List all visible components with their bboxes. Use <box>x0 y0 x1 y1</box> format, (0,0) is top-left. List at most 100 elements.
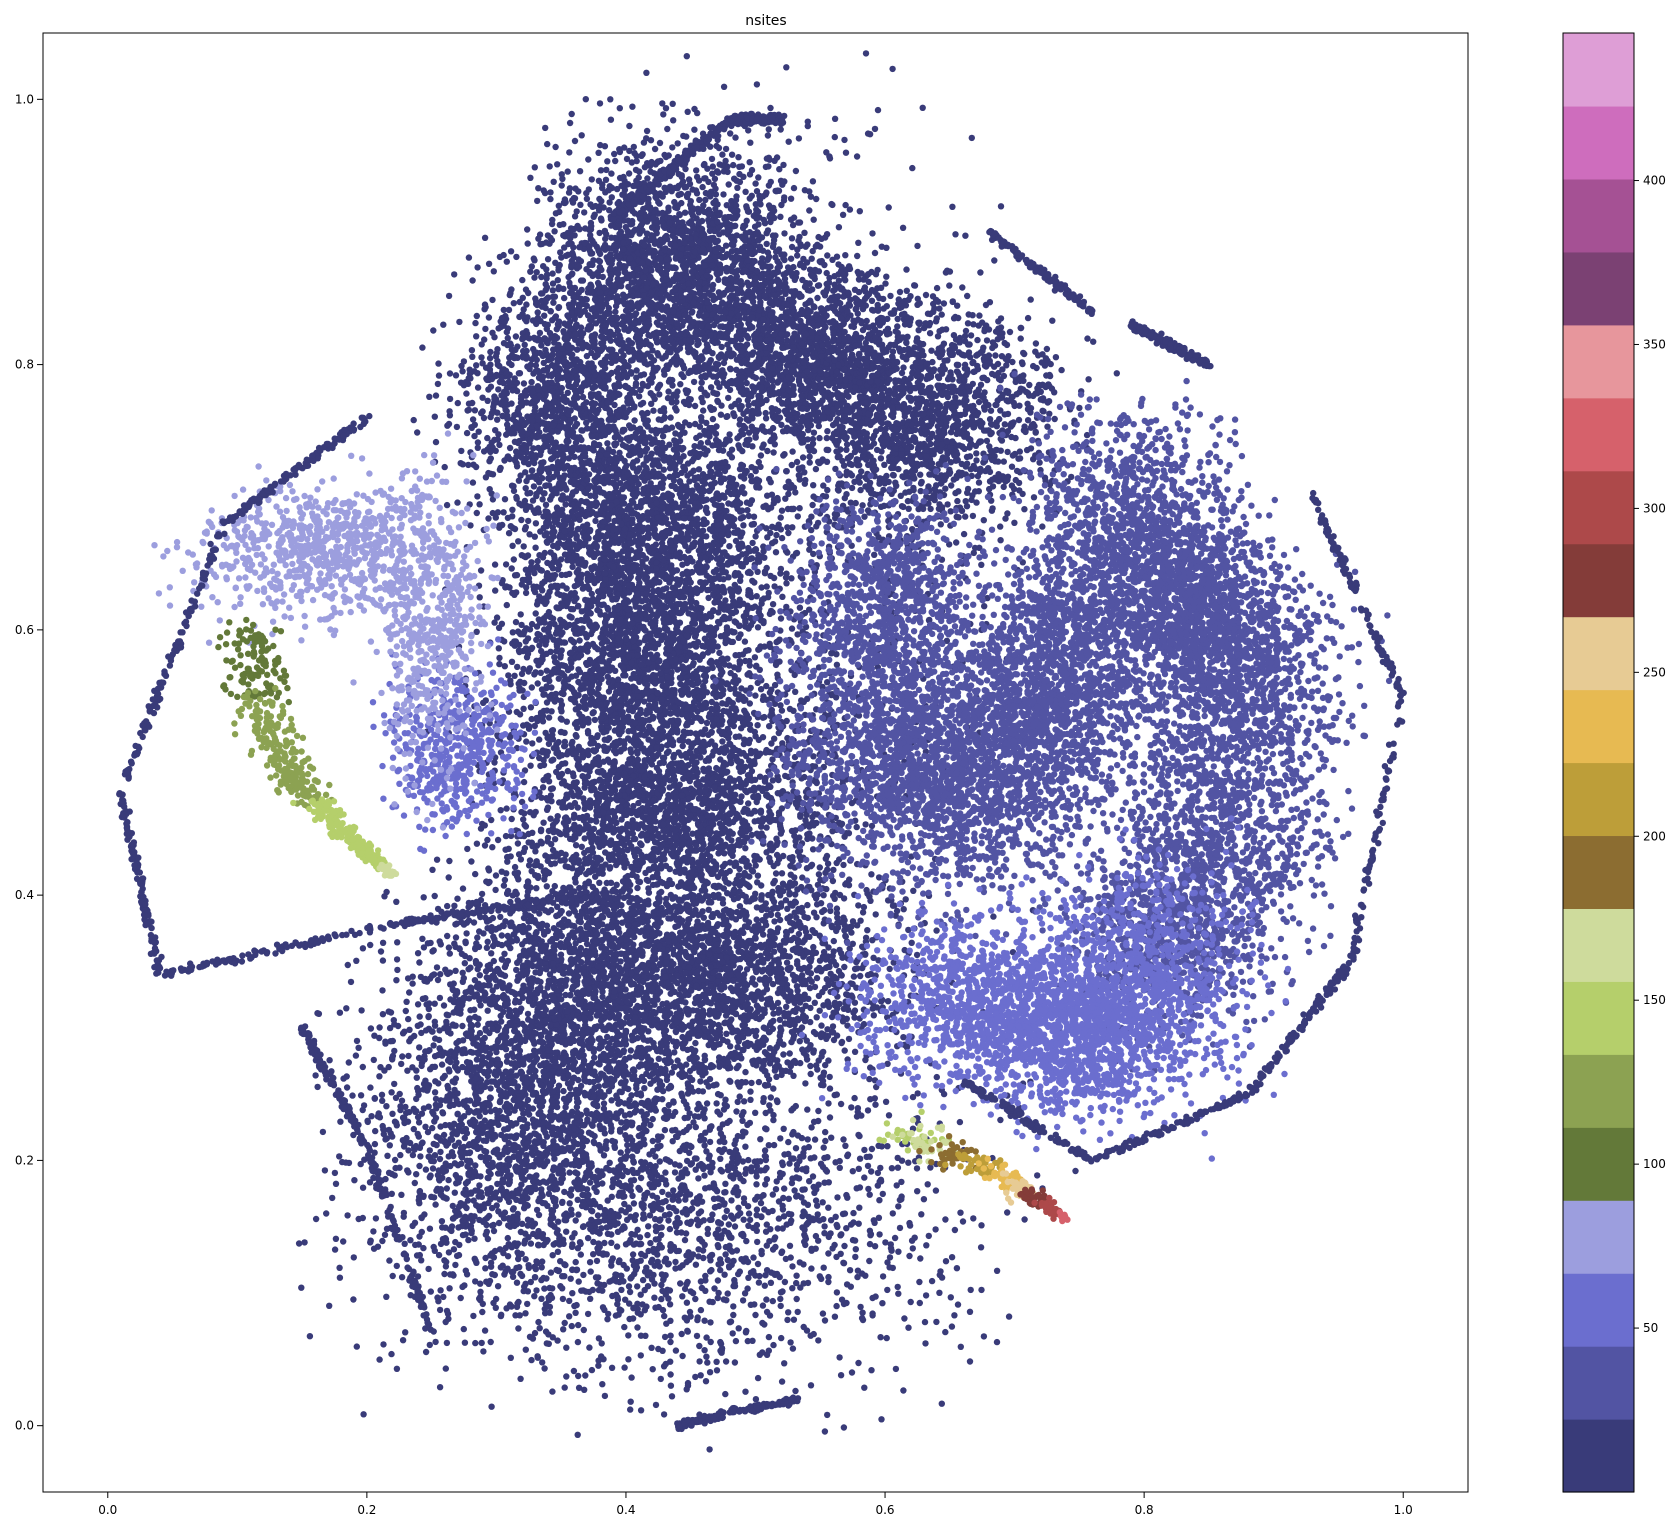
data-point <box>433 439 439 445</box>
data-point <box>547 196 553 202</box>
data-point <box>763 410 769 416</box>
data-point <box>476 429 482 435</box>
data-point <box>520 354 526 360</box>
data-point <box>605 257 611 263</box>
data-point <box>785 264 791 270</box>
data-point <box>528 379 534 385</box>
data-point <box>764 257 770 263</box>
data-point <box>598 215 604 221</box>
data-point <box>491 393 497 399</box>
data-point <box>689 309 695 315</box>
data-point <box>567 408 573 414</box>
data-point <box>580 277 586 283</box>
data-point <box>591 369 597 375</box>
data-point <box>569 111 575 117</box>
data-point <box>641 326 647 332</box>
data-point <box>657 255 663 261</box>
data-point <box>494 358 500 364</box>
data-point <box>698 414 704 420</box>
data-point <box>571 454 577 460</box>
data-point <box>490 404 496 410</box>
data-point <box>551 179 557 185</box>
data-point <box>513 333 519 339</box>
data-point <box>597 264 603 270</box>
data-point <box>811 217 817 223</box>
data-point <box>605 295 611 301</box>
data-point <box>629 271 635 277</box>
data-point <box>699 184 705 190</box>
data-point <box>556 284 562 290</box>
data-point <box>464 407 470 413</box>
data-point <box>474 313 480 319</box>
data-point <box>745 335 751 341</box>
data-point <box>766 182 772 188</box>
data-point <box>419 344 425 350</box>
data-point <box>770 232 776 238</box>
data-point <box>551 337 557 343</box>
data-point <box>720 374 726 380</box>
data-point <box>531 395 537 401</box>
data-point <box>664 126 670 132</box>
data-point <box>545 365 551 371</box>
data-point <box>540 353 546 359</box>
data-point <box>699 226 705 232</box>
data-point <box>773 249 779 255</box>
data-point <box>624 228 630 234</box>
data-point <box>604 400 610 406</box>
data-point <box>706 246 712 252</box>
data-point <box>552 144 558 150</box>
data-point <box>483 365 489 371</box>
data-point <box>571 195 577 201</box>
data-point <box>446 408 452 414</box>
data-point <box>640 292 646 298</box>
data-point <box>635 335 641 341</box>
data-point <box>496 442 502 448</box>
data-point <box>584 196 590 202</box>
data-point <box>578 341 584 347</box>
data-point <box>525 240 531 246</box>
data-point <box>498 324 504 330</box>
data-point <box>513 254 519 260</box>
data-point <box>576 256 582 262</box>
data-point <box>569 305 575 311</box>
data-point <box>732 254 738 260</box>
data-point <box>670 308 676 314</box>
data-point <box>560 221 566 227</box>
data-point <box>497 467 503 473</box>
data-point <box>788 196 794 202</box>
data-point <box>411 417 417 423</box>
data-point <box>498 375 504 381</box>
data-point <box>595 150 601 156</box>
data-point <box>789 235 795 241</box>
data-point <box>617 105 623 111</box>
data-point <box>600 340 606 346</box>
data-point <box>475 384 481 390</box>
data-point <box>628 369 634 375</box>
data-point <box>530 497 536 503</box>
data-point <box>745 208 751 214</box>
data-point <box>593 320 599 326</box>
data-point <box>461 358 467 364</box>
data-point <box>579 132 585 138</box>
data-point <box>442 464 448 470</box>
data-point <box>784 303 790 309</box>
data-point <box>523 286 529 292</box>
data-point <box>775 285 781 291</box>
data-point <box>676 171 682 177</box>
data-point <box>651 214 657 220</box>
data-point <box>488 384 494 390</box>
data-point <box>816 282 822 288</box>
data-point <box>414 429 420 435</box>
data-point <box>531 335 537 341</box>
data-point <box>625 303 631 309</box>
data-point <box>606 187 612 193</box>
data-point <box>745 402 751 408</box>
data-point <box>670 233 676 239</box>
data-point <box>737 280 743 286</box>
data-point <box>554 161 560 167</box>
data-point <box>506 379 512 385</box>
data-point <box>557 406 563 412</box>
data-point <box>567 185 573 191</box>
data-point <box>537 241 543 247</box>
data-point <box>809 256 815 262</box>
